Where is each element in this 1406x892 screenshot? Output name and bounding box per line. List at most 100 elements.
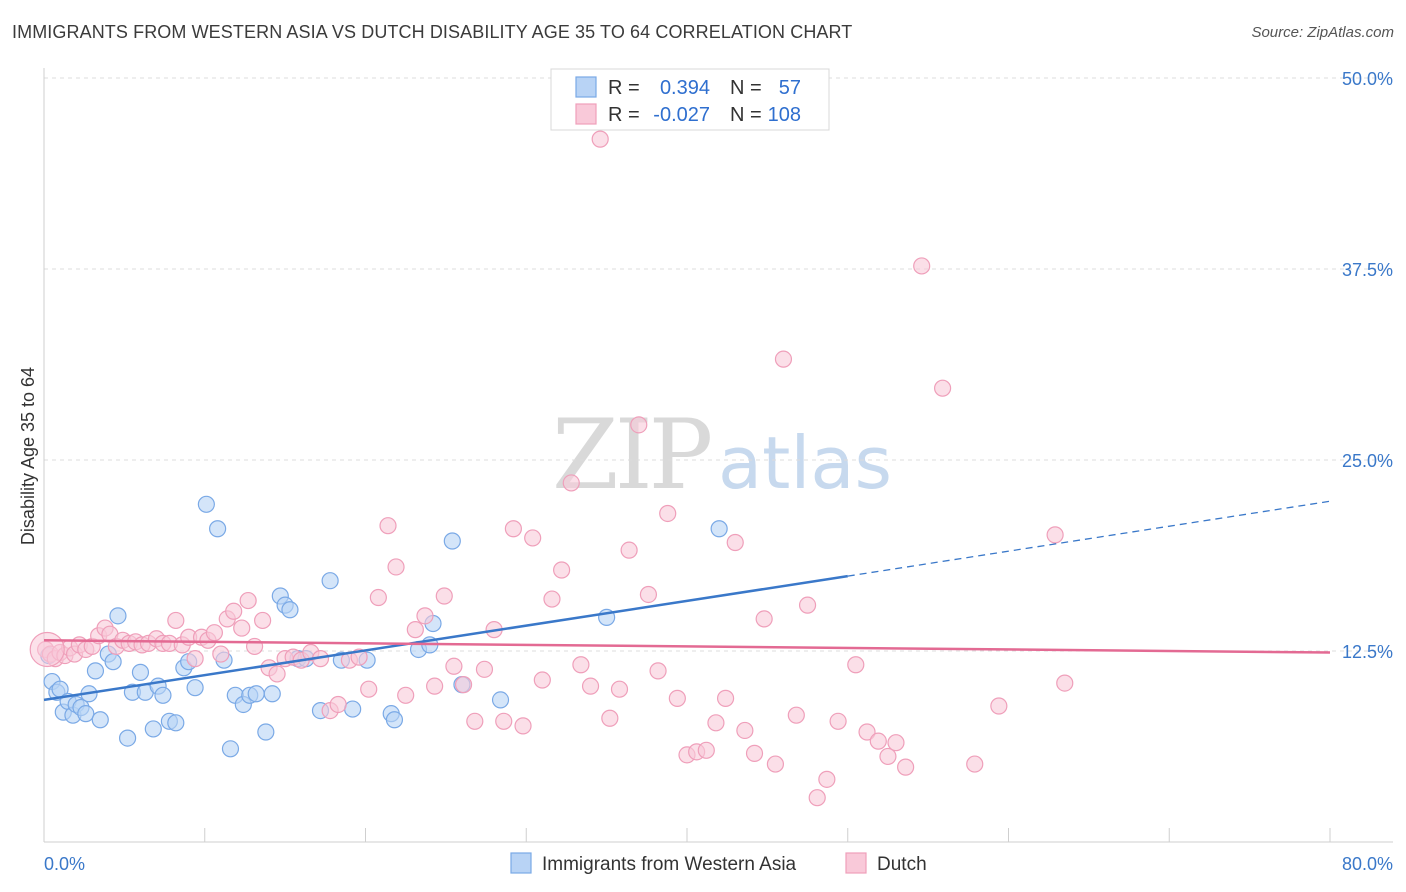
bottom-legend-swatch-pink (845, 852, 867, 874)
point-dutch (416, 607, 434, 625)
legend: R = 0.394 N = 57 R = -0.027 N = 108 (550, 68, 830, 131)
point-dutch (379, 517, 397, 535)
point-immigrants-western-asia (221, 740, 240, 758)
y-tick-label: 50.0% (1342, 69, 1393, 89)
point-dutch-large (29, 631, 65, 668)
trend-line-immigrants-western-asia (43, 574, 848, 702)
point-dutch (186, 650, 204, 668)
point-immigrants-western-asia (710, 520, 728, 538)
point-dutch (649, 662, 667, 680)
point-dutch (933, 379, 952, 397)
point-immigrants-western-asia (167, 714, 185, 732)
legend-r-label-1: R = (608, 77, 640, 99)
point-dutch (1056, 674, 1074, 692)
legend-n-value-1: 57 (779, 77, 801, 99)
point-dutch (360, 680, 378, 698)
legend-r-label-2: R = (608, 104, 640, 126)
legend-n-value-2: 108 (768, 104, 801, 126)
point-dutch (524, 529, 542, 547)
point-dutch (514, 717, 532, 735)
grid-lines (44, 77, 1393, 652)
point-dutch (808, 789, 826, 807)
point-dutch (406, 621, 424, 639)
point-immigrants-western-asia (118, 729, 137, 747)
point-dutch (167, 611, 185, 630)
legend-n-label-2: N = (730, 104, 762, 126)
point-dutch (818, 770, 836, 788)
point-immigrants-western-asia (197, 495, 215, 513)
watermark-zip: ZIP (552, 399, 711, 511)
point-immigrants-western-asia (154, 686, 172, 704)
point-dutch (755, 610, 773, 628)
point-immigrants-western-asia (385, 711, 404, 729)
axes (43, 68, 1393, 843)
point-dutch (639, 585, 658, 604)
point-dutch (766, 755, 785, 773)
point-dutch (798, 596, 817, 614)
trend-line-immigrants-western-asia-extension (847, 500, 1331, 577)
point-dutch (581, 677, 600, 695)
point-immigrants-western-asia (247, 685, 265, 703)
point-immigrants-western-asia (443, 532, 461, 550)
y-tick-label: 25.0% (1342, 451, 1393, 471)
bottom-legend-label-blue: Immigrants from Western Asia (542, 854, 797, 875)
y-axis-title: Disability Age 35 to 64 (18, 367, 38, 545)
y-tick-label: 12.5% (1342, 642, 1393, 662)
point-dutch (268, 665, 286, 683)
point-dutch (887, 734, 905, 752)
point-dutch (553, 561, 571, 579)
point-dutch (697, 741, 715, 759)
point-dutch (610, 680, 629, 698)
x-tick-label-min: 0.0% (44, 854, 85, 874)
point-immigrants-western-asia (186, 679, 204, 697)
legend-swatch-blue (575, 76, 597, 98)
bottom-legend-swatch-blue (510, 852, 532, 874)
point-dutch (533, 671, 551, 689)
point-dutch (212, 645, 230, 663)
point-dutch (716, 689, 735, 707)
series-immigrants-western-asia (40, 495, 728, 758)
legend-r-value-1: 0.394 (660, 77, 710, 99)
legend-n-label-1: N = (730, 77, 762, 99)
point-immigrants-western-asia (91, 711, 109, 729)
point-dutch (745, 744, 764, 762)
point-immigrants-western-asia (86, 662, 105, 680)
point-dutch (659, 504, 677, 523)
point-dutch (787, 706, 805, 724)
point-dutch (543, 590, 561, 608)
point-dutch (913, 257, 931, 275)
point-immigrants-western-asia (491, 691, 510, 709)
y-tick-label: 37.5% (1342, 260, 1393, 280)
point-dutch (245, 637, 264, 656)
point-dutch (369, 588, 387, 607)
point-dutch (466, 712, 484, 730)
point-dutch (504, 520, 522, 538)
x-axis-ticks (43, 828, 1331, 842)
point-dutch (847, 656, 865, 674)
x-tick-label-max: 80.0% (1342, 854, 1393, 874)
y-tick-labels: 12.5% 25.0% 37.5% 50.0% (1342, 69, 1393, 662)
point-dutch (869, 732, 887, 750)
point-dutch (620, 541, 638, 559)
point-dutch (736, 721, 754, 740)
point-dutch (454, 676, 473, 694)
watermark-atlas: atlas (718, 421, 892, 505)
legend-r-value-2: -0.027 (653, 104, 710, 126)
chart-source: Source: ZipAtlas.com (1251, 24, 1394, 41)
point-immigrants-western-asia (209, 520, 227, 538)
point-dutch (254, 611, 272, 630)
point-dutch (495, 712, 513, 730)
point-dutch (591, 130, 609, 148)
watermark: ZIP atlas (552, 399, 892, 511)
point-dutch (445, 657, 463, 675)
point-dutch (329, 695, 347, 714)
point-dutch (897, 758, 915, 776)
point-dutch (990, 697, 1008, 715)
point-immigrants-western-asia (144, 720, 162, 738)
point-dutch (774, 350, 793, 368)
point-dutch (879, 747, 897, 766)
point-dutch (397, 686, 415, 704)
trend-line-dutch (43, 639, 1331, 654)
point-immigrants-western-asia (281, 601, 299, 619)
point-dutch (562, 474, 580, 492)
